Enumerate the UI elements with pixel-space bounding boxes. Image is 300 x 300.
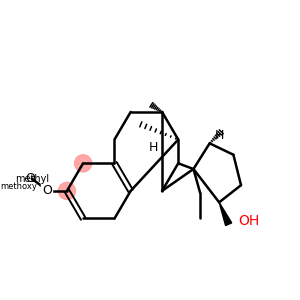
- Text: methoxy: methoxy: [0, 182, 37, 190]
- Text: H: H: [149, 141, 158, 154]
- Text: H: H: [214, 129, 224, 142]
- Text: O: O: [25, 172, 35, 185]
- Circle shape: [58, 182, 76, 200]
- Text: methyl: methyl: [15, 173, 49, 184]
- Circle shape: [74, 155, 92, 172]
- Polygon shape: [219, 202, 232, 226]
- Text: O: O: [42, 184, 52, 197]
- Text: OH: OH: [238, 214, 260, 228]
